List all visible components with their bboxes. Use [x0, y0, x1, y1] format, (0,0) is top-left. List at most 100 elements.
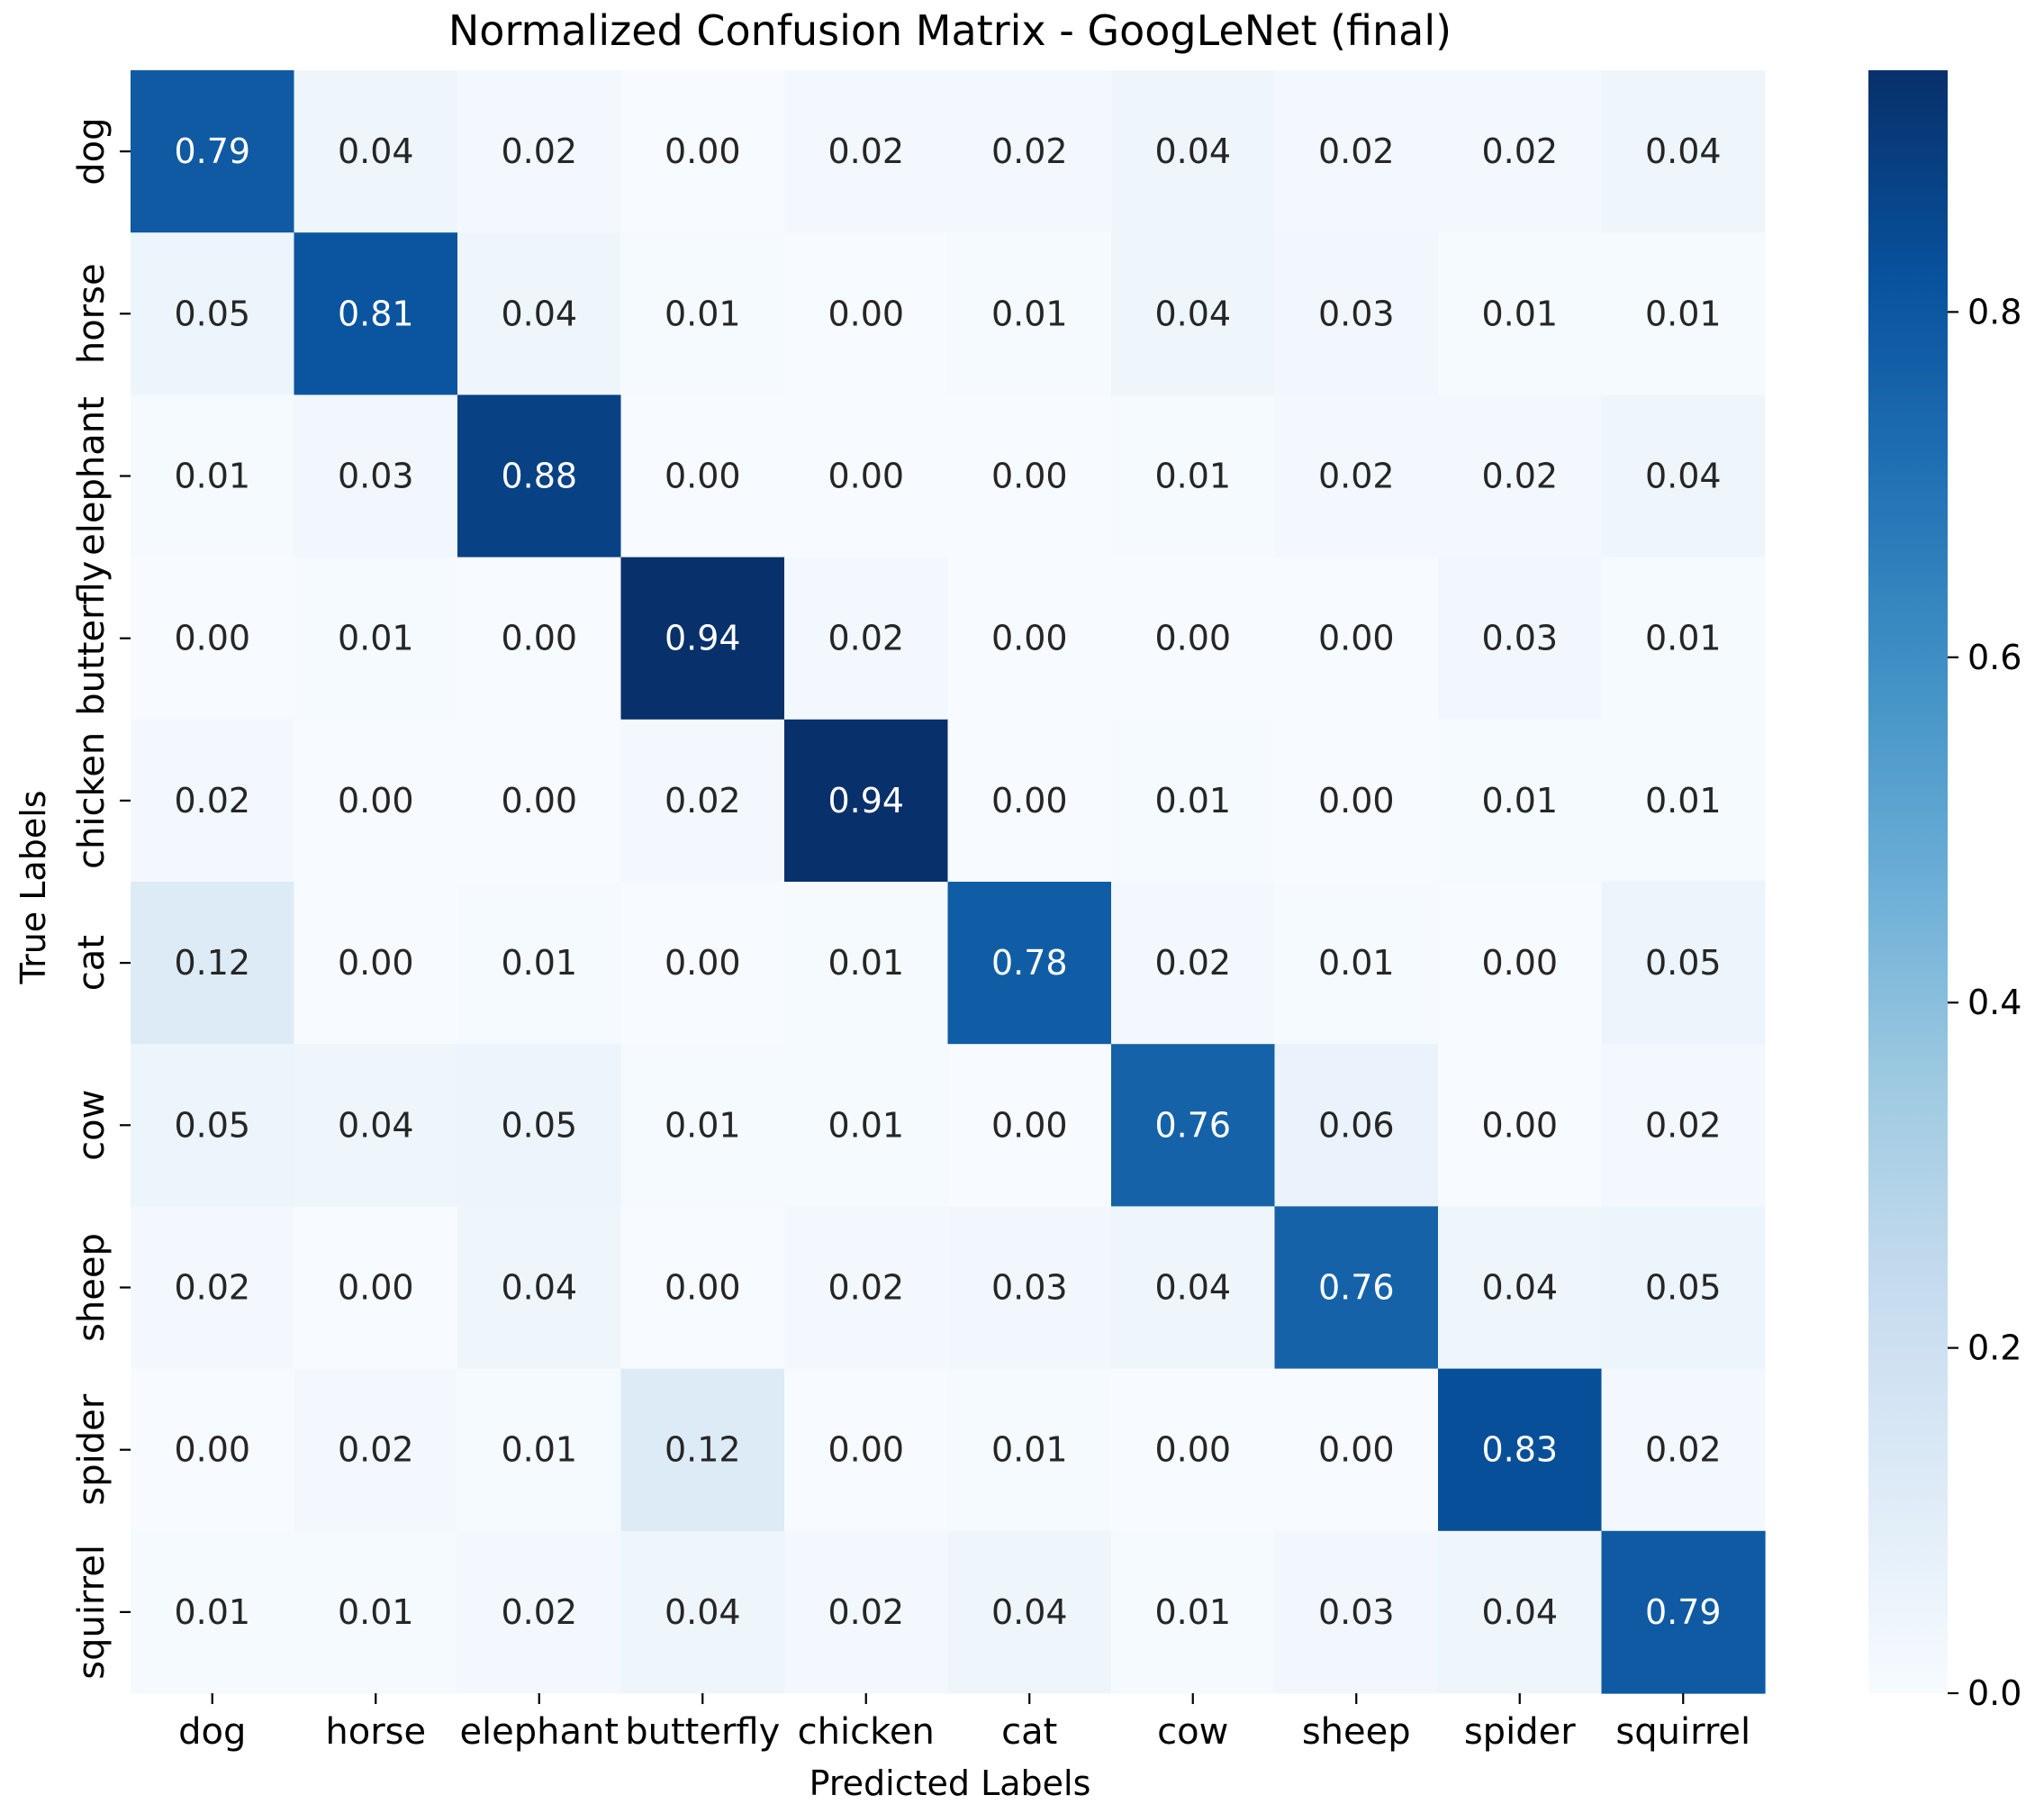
cell-value-label: 0.01	[501, 1430, 577, 1470]
y-tick-label: butterfly	[71, 561, 113, 716]
heatmap-cell	[457, 557, 622, 721]
x-tick-label: squirrel	[1615, 1711, 1750, 1753]
cell-value-label: 0.00	[665, 457, 741, 496]
heatmap-cell	[1601, 1368, 1766, 1532]
cell-value-label: 0.00	[338, 1268, 414, 1308]
colorbar-tick-label: 0.2	[1967, 1328, 2021, 1368]
cell-value-label: 0.02	[1318, 131, 1395, 171]
heatmap-cell	[131, 882, 295, 1045]
heatmap-cell	[1601, 394, 1766, 558]
heatmap-cell	[947, 1044, 1112, 1207]
cell-value-label: 0.01	[174, 457, 250, 496]
heatmap-cell	[131, 70, 295, 233]
heatmap-cell	[294, 1206, 458, 1370]
cell-value-label: 0.00	[991, 781, 1068, 820]
colorbar-tick-label: 0.8	[1967, 292, 2021, 331]
heatmap-grid	[131, 70, 1766, 1694]
heatmap-cell	[294, 1368, 458, 1532]
heatmap-cell	[947, 232, 1112, 395]
cell-value-label: 0.00	[991, 457, 1068, 496]
y-tick-label: cat	[71, 935, 113, 991]
cell-value-label: 0.76	[1154, 1105, 1231, 1145]
heatmap-cell	[784, 719, 949, 883]
heatmap-cell	[784, 882, 949, 1045]
cell-value-label: 0.01	[1318, 943, 1395, 983]
cell-value-label: 0.00	[501, 781, 577, 820]
heatmap-cell	[1274, 882, 1439, 1045]
y-tick-label: spider	[71, 1393, 113, 1505]
heatmap-cell	[131, 1368, 295, 1532]
heatmap-cell	[947, 70, 1112, 233]
heatmap-cell	[947, 1206, 1112, 1370]
heatmap-cell	[1601, 882, 1766, 1045]
heatmap-cell	[131, 232, 295, 395]
heatmap-cell	[784, 1368, 949, 1532]
heatmap-cell	[1274, 394, 1439, 558]
colorbar-ticks: 0.0 0.2 0.4 0.6 0.8	[1948, 292, 2021, 1713]
heatmap-cell	[294, 719, 458, 883]
cell-value-label: 0.03	[991, 1268, 1068, 1308]
cell-value-label: 0.04	[1481, 1592, 1558, 1632]
heatmap-cell	[294, 557, 458, 721]
cell-value-label: 0.00	[665, 943, 741, 983]
y-tick-label: cow	[71, 1090, 113, 1161]
cell-value-label: 0.01	[501, 943, 577, 983]
heatmap-cell	[784, 1206, 949, 1370]
heatmap-cell	[1111, 882, 1276, 1045]
heatmap-cell	[1438, 70, 1603, 233]
cell-value-label: 0.04	[1154, 294, 1231, 333]
heatmap-cell	[947, 557, 1112, 721]
heatmap-cell	[620, 1206, 785, 1370]
heatmap-cell	[131, 1044, 295, 1207]
cell-value-label: 0.00	[1154, 619, 1231, 658]
cell-value-label: 0.00	[174, 619, 250, 658]
x-axis-ticks: dog horse elephant butterfly chicken cat cow sh…	[178, 1693, 1750, 1753]
heatmap-cell	[784, 1044, 949, 1207]
cell-value-label: 0.05	[501, 1105, 577, 1145]
cell-value-label: 0.04	[501, 1268, 577, 1308]
cell-value-label: 0.12	[665, 1430, 741, 1470]
cell-value-label: 0.04	[991, 1592, 1068, 1632]
heatmap-cell	[1438, 232, 1603, 395]
heatmap-cell	[1438, 882, 1603, 1045]
heatmap-cell	[1601, 719, 1766, 883]
x-tick-label: cow	[1157, 1711, 1228, 1753]
heatmap-cell	[131, 557, 295, 721]
cell-value-label: 0.00	[828, 294, 904, 333]
cell-value-label: 0.01	[665, 294, 741, 333]
cell-value-label: 0.79	[1645, 1592, 1722, 1632]
heatmap-cell	[1111, 1206, 1276, 1370]
cell-value-label: 0.01	[338, 619, 414, 658]
heatmap-cell	[784, 70, 949, 233]
heatmap-cell	[131, 719, 295, 883]
cell-value-label: 0.02	[828, 131, 904, 171]
cell-value-label: 0.01	[1154, 1592, 1231, 1632]
cell-value-label: 0.02	[991, 131, 1068, 171]
cell-value-label: 0.79	[174, 131, 250, 171]
heatmap-cell	[294, 1044, 458, 1207]
cell-value-label: 0.88	[501, 457, 577, 496]
cell-value-label: 0.03	[338, 457, 414, 496]
heatmap-cell	[1601, 232, 1766, 395]
cell-value-label: 0.01	[1481, 781, 1558, 820]
heatmap-cell	[947, 1368, 1112, 1532]
cell-value-label: 0.02	[174, 1268, 250, 1308]
heatmap-cell	[1274, 557, 1439, 721]
heatmap-cell	[294, 232, 458, 395]
heatmap-cell	[620, 1044, 785, 1207]
x-tick-label: elephant	[459, 1711, 619, 1753]
cell-value-label: 0.05	[174, 294, 250, 333]
chart-title: Normalized Confusion Matrix - GoogLeNet …	[448, 6, 1452, 55]
heatmap-cell	[1111, 719, 1276, 883]
heatmap-cell	[947, 719, 1112, 883]
cell-value-label: 0.00	[665, 1268, 741, 1308]
cell-value-label: 0.01	[1481, 294, 1558, 333]
heatmap-cell	[294, 394, 458, 558]
cell-value-label: 0.00	[1318, 1430, 1395, 1470]
cell-value-label: 0.02	[501, 131, 577, 171]
x-axis-label: Predicted Labels	[809, 1763, 1091, 1803]
cell-value-label: 0.01	[1645, 294, 1722, 333]
cell-value-label: 0.02	[1154, 943, 1231, 983]
heatmap-cell	[1438, 394, 1603, 558]
